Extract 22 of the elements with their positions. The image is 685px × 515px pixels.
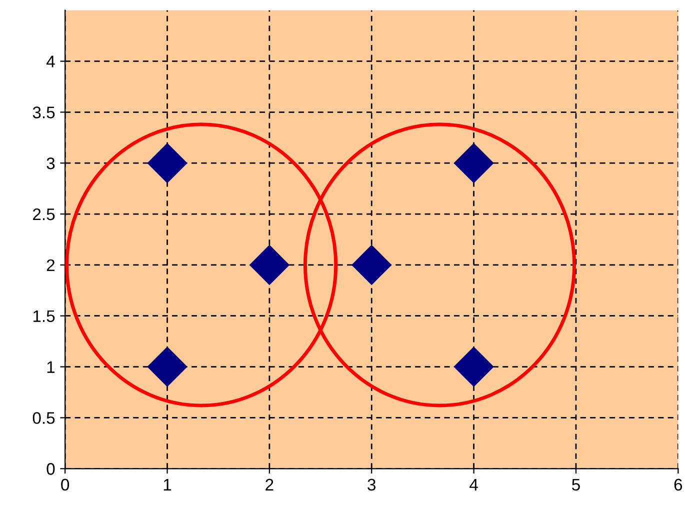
x-tick-label: 5 (572, 478, 580, 491)
x-tick-label: 1 (164, 478, 172, 490)
y-tick-label: 4 (46, 56, 55, 68)
y-tick-label: 2.5 (33, 208, 55, 220)
point (351, 244, 392, 286)
y-tick-label: 1.5 (33, 310, 55, 322)
point (249, 244, 290, 286)
x-tick-label: 3 (368, 478, 376, 491)
point (454, 346, 494, 387)
x-tick-label: 4 (470, 478, 478, 490)
y-tick-label: 2 (46, 259, 55, 271)
point (147, 346, 188, 387)
point (454, 142, 494, 184)
y-tick-label: 1 (47, 361, 55, 373)
x-tick-label: 0 (61, 478, 70, 491)
x-tick-label: 2 (266, 478, 274, 490)
y-tick-label: 3.5 (32, 106, 55, 118)
y-tick-label: 0 (46, 463, 55, 475)
x-tick-label: 6 (674, 478, 682, 491)
y-tick-label: 0.5 (32, 412, 55, 424)
point (147, 142, 188, 184)
y-tick-label: 3 (46, 157, 55, 170)
